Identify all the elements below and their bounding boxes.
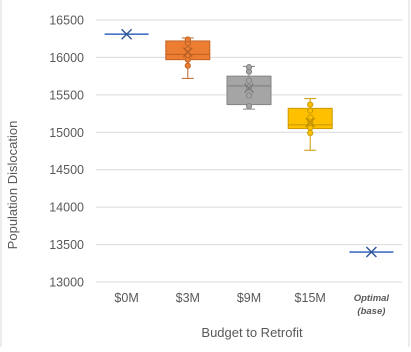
data-point xyxy=(184,62,191,69)
data-point xyxy=(184,36,191,43)
x-tick-label: Optimal xyxy=(354,293,390,304)
data-point xyxy=(307,107,314,114)
mean-marker xyxy=(182,47,193,58)
data-point xyxy=(245,102,253,110)
y-tick-label: 15500 xyxy=(49,88,84,102)
y-tick-label: 15000 xyxy=(49,126,84,140)
data-point xyxy=(307,129,314,137)
x-tick-label: $9M xyxy=(237,291,261,305)
y-tick-label: 14500 xyxy=(49,163,84,177)
mean-marker xyxy=(365,246,377,258)
gridlines xyxy=(96,19,402,283)
y-tick-label: 13000 xyxy=(49,276,84,290)
y-tick-label: 16500 xyxy=(49,14,84,28)
data-point xyxy=(245,77,253,84)
x-tick-label: $0M xyxy=(114,291,138,305)
data-point xyxy=(245,92,253,99)
x-tick-label: $15M xyxy=(295,291,326,305)
y-tick-label: 14000 xyxy=(49,201,84,215)
data-point xyxy=(307,114,314,121)
data-point xyxy=(307,124,314,131)
x-axis-title: Budget to Retrofit xyxy=(201,325,303,340)
y-axis-ticks: 13000 13500 14000 14500 15000 15500 16000 16500 xyxy=(49,14,84,290)
boxes xyxy=(104,28,394,258)
x-tick-label: $3M xyxy=(176,291,200,305)
mean-marker xyxy=(305,117,316,128)
x-tick-label-line2: (base) xyxy=(357,306,385,317)
y-tick-label: 16000 xyxy=(49,51,84,65)
x-axis-ticks: $0M $3M $9M $15M Optimal (base) xyxy=(114,291,389,317)
mean-marker xyxy=(121,28,133,40)
y-tick-label: 13500 xyxy=(49,238,84,252)
data-point xyxy=(307,101,314,108)
data-point xyxy=(245,64,253,71)
y-axis-title: Population Dislocation xyxy=(5,121,20,250)
mean-marker xyxy=(244,83,254,94)
